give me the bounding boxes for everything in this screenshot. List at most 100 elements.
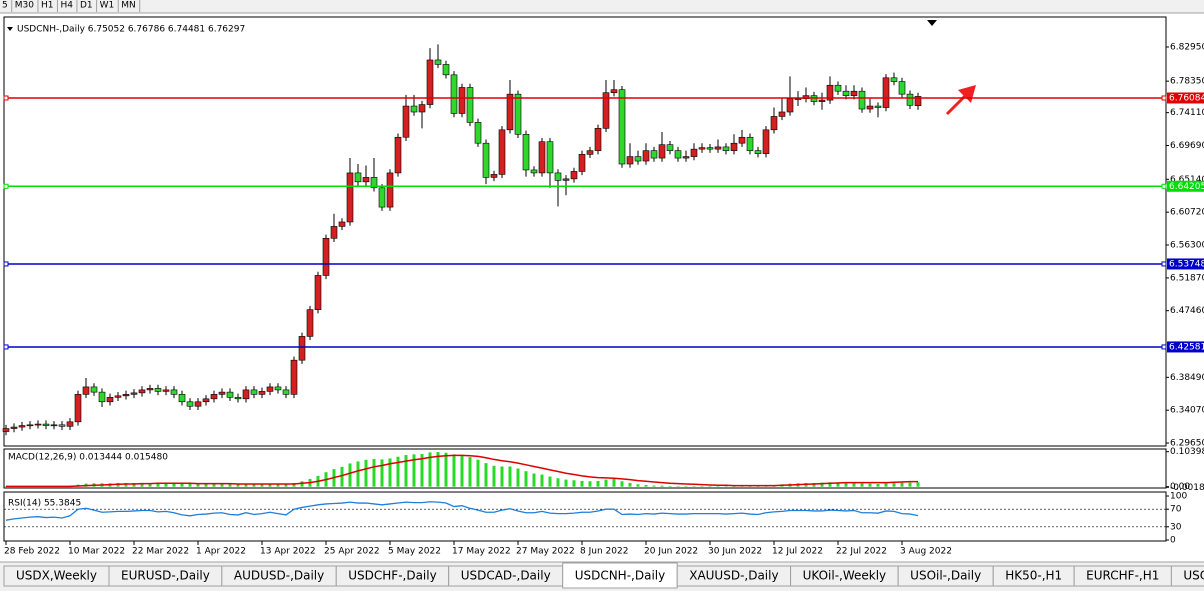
candle-body: [658, 144, 666, 159]
macd-bar: [140, 482, 144, 487]
macd-bar: [572, 480, 576, 487]
macd-bar: [404, 455, 408, 487]
macd-bar: [204, 483, 208, 487]
macd-bar: [900, 482, 904, 487]
x-tick-label: 3 Aug 2022: [900, 547, 952, 557]
tab[interactable]: [1170, 565, 1204, 587]
timeframe-button[interactable]: MN: [121, 1, 136, 11]
tab-label[interactable]: USOil-,Daily: [910, 569, 981, 583]
timeframe-button[interactable]: M30: [15, 1, 34, 11]
level-label-box: [1167, 180, 1204, 192]
timeframe-button[interactable]: W1: [100, 1, 115, 11]
macd-bar: [252, 484, 256, 487]
rsi-label: RSI(14) 55.3845: [8, 499, 81, 509]
candle-body: [402, 105, 410, 138]
macd-bar: [660, 485, 664, 487]
tab-label[interactable]: USDCHF-,Daily: [348, 569, 436, 583]
macd-bar: [652, 485, 656, 487]
macd-bar: [676, 486, 680, 487]
macd-bar: [564, 479, 568, 487]
level-handle: [3, 261, 9, 267]
tab-label[interactable]: USDX,Weekly: [16, 569, 97, 583]
candle-body: [578, 154, 586, 172]
candle-body: [370, 177, 378, 189]
timeframe-button[interactable]: D1: [80, 1, 93, 11]
tab-label[interactable]: AUDUSD-,Daily: [234, 569, 324, 583]
macd-bar: [668, 485, 672, 487]
y-tick-label: 6.29650: [1170, 439, 1204, 449]
macd-bar: [124, 482, 128, 487]
macd-bar: [476, 459, 480, 487]
macd-bar: [852, 482, 856, 487]
candle-body: [50, 424, 58, 427]
candle-body: [626, 156, 634, 165]
candle-body: [298, 336, 306, 361]
level-handle: [1161, 344, 1167, 350]
level-handle: [1161, 95, 1167, 101]
macd-bar: [148, 482, 152, 487]
macd-bar: [364, 459, 368, 487]
macd-bar: [276, 483, 280, 487]
candle-body: [170, 389, 178, 395]
x-tick-label: 17 May 2022: [452, 547, 511, 557]
candle-body: [394, 136, 402, 174]
level-label: 6.64205: [1169, 182, 1204, 192]
shift-marker: [927, 20, 937, 26]
candle-body: [186, 401, 194, 407]
y-tick-label: 6.56300: [1170, 241, 1204, 251]
tab-label[interactable]: USDCNH-,Daily: [575, 569, 666, 583]
candle-body: [306, 309, 314, 337]
candle-body: [530, 169, 538, 174]
candle-body: [514, 93, 522, 135]
macd-bar: [884, 482, 888, 487]
macd-bar: [916, 482, 920, 487]
candle-body: [634, 156, 642, 162]
macd-bar: [516, 468, 520, 487]
macd-bar: [380, 459, 384, 487]
tab-label[interactable]: EURCHF-,H1: [1086, 569, 1159, 583]
tab-label[interactable]: USOil-,I: [1183, 569, 1204, 583]
candle-body: [418, 104, 426, 113]
candle-body: [426, 59, 434, 105]
tab-label[interactable]: EURUSD-,Daily: [121, 569, 210, 583]
level-label: 6.53748: [1169, 259, 1204, 269]
macd-bar: [164, 482, 168, 487]
tab-label[interactable]: XAUUSD-,Daily: [689, 569, 778, 583]
macd-bar: [860, 483, 864, 487]
tab-label[interactable]: USDCAD-,Daily: [461, 569, 551, 583]
candle-body: [610, 89, 618, 93]
macd-bar: [828, 482, 832, 487]
macd-bar: [820, 482, 824, 487]
candle-body: [226, 391, 234, 398]
macd-bar: [500, 466, 504, 487]
level-handle: [1161, 183, 1167, 189]
tab-label[interactable]: HK50-,H1: [1005, 569, 1062, 583]
rsi-pane: [3, 491, 1167, 542]
candle-body: [562, 178, 570, 181]
candle-body: [18, 425, 26, 428]
timeframe-button[interactable]: H1: [41, 1, 54, 11]
x-tick-label: 22 Mar 2022: [132, 547, 189, 557]
tab-label[interactable]: UKOil-,Weekly: [803, 569, 887, 583]
candle-body: [458, 87, 466, 114]
candle-body: [546, 141, 554, 174]
macd-bar: [524, 471, 528, 487]
candle-body: [754, 150, 762, 154]
tab[interactable]: [562, 562, 678, 589]
candle-body: [42, 423, 50, 426]
macd-bar: [196, 483, 200, 487]
candle-body: [386, 172, 394, 208]
candle-body: [674, 150, 682, 159]
timeframe-button[interactable]: H4: [60, 1, 73, 11]
level-label-box: [1167, 341, 1204, 353]
candle-body: [258, 391, 266, 395]
macd-bar: [484, 463, 488, 487]
candle-body: [858, 90, 866, 110]
x-tick-label: 20 Jun 2022: [644, 547, 698, 557]
candle-body: [866, 105, 874, 110]
candle-body: [74, 394, 82, 423]
timeframe-button[interactable]: 5: [2, 1, 8, 11]
candle-body: [706, 147, 714, 150]
candle-body: [82, 386, 90, 395]
